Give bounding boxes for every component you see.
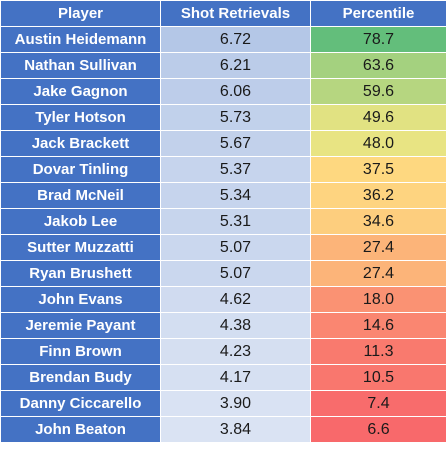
table-row: Brad McNeil 5.34 36.2 [0,182,447,209]
header-row: Player Shot Retrievals Percentile [0,0,447,27]
table-row: Jake Gagnon 6.06 59.6 [0,78,447,105]
table-row: Nathan Sullivan 6.21 63.6 [0,52,447,79]
percentile-cell: 18.0 [310,286,447,313]
table-row: Ryan Brushett 5.07 27.4 [0,260,447,287]
shot-retrievals-cell: 6.72 [160,26,311,53]
shot-retrievals-cell: 5.67 [160,130,311,157]
shot-retrievals-cell: 6.06 [160,78,311,105]
table-row: John Beaton 3.84 6.6 [0,416,447,443]
table-row: Danny Ciccarello 3.90 7.4 [0,390,447,417]
player-cell: Nathan Sullivan [0,52,161,79]
shot-retrievals-cell: 5.37 [160,156,311,183]
percentile-cell: 63.6 [310,52,447,79]
percentile-cell: 11.3 [310,338,447,365]
percentile-cell: 59.6 [310,78,447,105]
shot-retrievals-cell: 6.21 [160,52,311,79]
player-cell: Brad McNeil [0,182,161,209]
percentile-cell: 34.6 [310,208,447,235]
player-cell: Jake Gagnon [0,78,161,105]
player-cell: Jakob Lee [0,208,161,235]
percentile-cell: 78.7 [310,26,447,53]
shot-retrievals-cell: 4.38 [160,312,311,339]
percentile-cell: 37.5 [310,156,447,183]
player-cell: Jack Brackett [0,130,161,157]
table-row: Dovar Tinling 5.37 37.5 [0,156,447,183]
percentile-cell: 10.5 [310,364,447,391]
table-row: Tyler Hotson 5.73 49.6 [0,104,447,131]
column-header-percentile: Percentile [310,0,447,27]
table-header: Player Shot Retrievals Percentile [0,0,447,27]
percentile-cell: 6.6 [310,416,447,443]
table-row: Jakob Lee 5.31 34.6 [0,208,447,235]
table-row: Brendan Budy 4.17 10.5 [0,364,447,391]
player-cell: Dovar Tinling [0,156,161,183]
shot-retrievals-cell: 5.07 [160,260,311,287]
table-row: John Evans 4.62 18.0 [0,286,447,313]
percentile-cell: 27.4 [310,260,447,287]
player-cell: Finn Brown [0,338,161,365]
column-header-shot-retrievals: Shot Retrievals [160,0,311,27]
shot-retrievals-cell: 5.73 [160,104,311,131]
percentile-cell: 27.4 [310,234,447,261]
shot-retrievals-cell: 4.62 [160,286,311,313]
percentile-cell: 7.4 [310,390,447,417]
percentile-cell: 48.0 [310,130,447,157]
shot-retrievals-cell: 5.34 [160,182,311,209]
player-cell: Sutter Muzzatti [0,234,161,261]
shot-retrievals-cell: 5.31 [160,208,311,235]
table-body: Austin Heidemann 6.72 78.7 Nathan Sullivan 6… [0,26,447,443]
player-cell: John Evans [0,286,161,313]
player-cell: John Beaton [0,416,161,443]
table-row: Austin Heidemann 6.72 78.7 [0,26,447,53]
table-row: Jack Brackett 5.67 48.0 [0,130,447,157]
shot-retrievals-cell: 3.84 [160,416,311,443]
table-row: Sutter Muzzatti 5.07 27.4 [0,234,447,261]
shot-retrievals-cell: 4.23 [160,338,311,365]
shot-retrievals-cell: 4.17 [160,364,311,391]
player-cell: Brendan Budy [0,364,161,391]
player-cell: Ryan Brushett [0,260,161,287]
percentile-cell: 36.2 [310,182,447,209]
shot-retrievals-cell: 3.90 [160,390,311,417]
column-header-player: Player [0,0,161,27]
player-cell: Jeremie Payant [0,312,161,339]
percentile-cell: 14.6 [310,312,447,339]
percentile-cell: 49.6 [310,104,447,131]
table-row: Jeremie Payant 4.38 14.6 [0,312,447,339]
player-cell: Austin Heidemann [0,26,161,53]
player-cell: Tyler Hotson [0,104,161,131]
shot-retrievals-cell: 5.07 [160,234,311,261]
table-row: Finn Brown 4.23 11.3 [0,338,447,365]
player-cell: Danny Ciccarello [0,390,161,417]
